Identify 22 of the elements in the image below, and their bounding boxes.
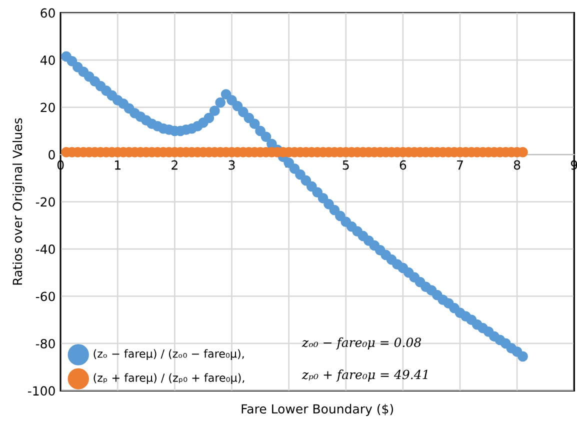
y-tick-label: 20 <box>40 102 55 112</box>
y-tick-label: -80 <box>36 338 55 348</box>
x-tick-label: 7 <box>457 160 463 170</box>
y-tick-label: -100 <box>28 386 55 396</box>
x-tick-label: 6 <box>400 160 406 170</box>
legend-label: (zₚ + fareμ) / (zₚ₀ + fare₀μ), <box>94 373 244 384</box>
y-tick-label: -60 <box>36 292 55 302</box>
x-tick-label: 3 <box>228 160 235 170</box>
legend-label: (zₒ − fareμ) / (zₒ₀ − fare₀μ), <box>94 349 244 360</box>
y-tick-label: -20 <box>36 197 55 207</box>
annotation: zₚ₀ + fare₀μ = 49.41 <box>302 370 428 382</box>
x-tick-label: 2 <box>172 160 178 170</box>
y-tick-label: 40 <box>40 56 55 65</box>
y-tick-label: 60 <box>40 8 55 18</box>
y-tick-label: 0 <box>48 150 55 160</box>
x-tick-label: 5 <box>342 160 349 170</box>
x-tick-label: 8 <box>514 160 520 170</box>
x-tick-label: 1 <box>115 160 120 170</box>
annotation: zₒ₀ − fare₀μ = 0.08 <box>302 337 421 350</box>
y-tick-label: -40 <box>36 244 55 254</box>
y-axis-title: Ratios over Original Values <box>12 118 25 285</box>
x-axis-title: Fare Lower Boundary ($) <box>242 404 394 416</box>
